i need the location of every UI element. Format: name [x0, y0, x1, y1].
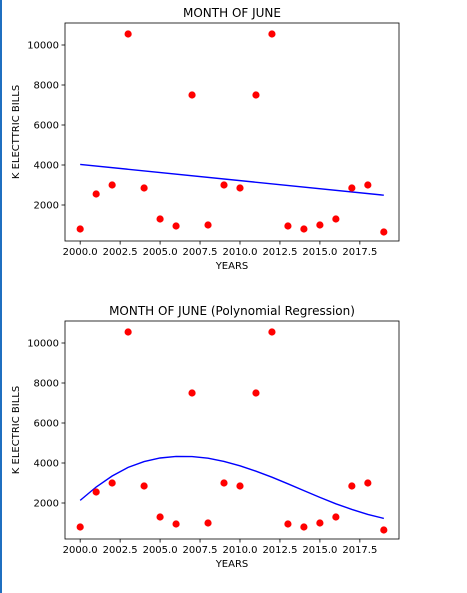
chart2-x-tick-label: 2010.0: [222, 545, 257, 556]
chart1-title: MONTH OF JUNE: [183, 6, 281, 20]
chart1-y-axis-label: K ELECTTRIC BILLS: [11, 85, 22, 179]
chart2-data-point: [332, 513, 340, 521]
chart2-x-tick-label: 2000.0: [63, 545, 98, 556]
chart1-y-tick-label: 4000: [34, 161, 59, 172]
chart1-data-point: [380, 228, 388, 236]
chart2-x-tick-label: 2017.5: [342, 545, 377, 556]
chart2-data-point: [236, 482, 244, 490]
chart1-x-axis-label: YEARS: [215, 261, 249, 272]
chart2-y-tick-label: 10000: [27, 339, 59, 350]
chart1-data-point: [140, 184, 148, 192]
chart1-regression-line: [80, 163, 384, 196]
chart2-group: MONTH OF JUNE (Polynomial Regression) 200…: [11, 304, 400, 570]
chart2-data-point: [316, 519, 324, 527]
chart2-data-point: [92, 488, 100, 496]
chart2-data-point: [348, 482, 356, 490]
chart2-y-tick-label: 8000: [34, 379, 59, 390]
chart1-data-point: [124, 30, 132, 38]
chart1-data-point: [188, 91, 196, 99]
chart2-data-point: [252, 389, 260, 397]
chart2-x-axis-label: YEARS: [215, 559, 249, 570]
chart1-data-point: [364, 181, 372, 189]
chart1-data-point: [156, 215, 164, 223]
chart2-x-tick-label: 2007.5: [183, 545, 218, 556]
chart1-x-tick-label: 2015.0: [302, 247, 337, 258]
chart2-y-axis-label: K ELECTRIC BILLS: [11, 386, 22, 474]
chart2-x-tick-label: 2012.5: [262, 545, 297, 556]
chart2-data-point: [300, 523, 308, 531]
chart1-data-point: [268, 30, 276, 38]
chart1-data-point: [108, 181, 116, 189]
chart2-data-point: [204, 519, 212, 527]
chart1-x-tick-label: 2010.0: [222, 247, 257, 258]
chart1-data-point: [204, 221, 212, 229]
chart2-plot-frame: [64, 320, 400, 540]
chart2-x-tick-label: 2005.0: [143, 545, 178, 556]
chart1-y-tick-label: 6000: [34, 121, 59, 132]
chart2-data-point: [76, 523, 84, 531]
chart1-plot-frame: [64, 22, 400, 242]
chart1-y-tick-label: 8000: [34, 81, 59, 92]
chart2-y-tick-label: 2000: [34, 499, 59, 510]
chart1-y-tick-label: 10000: [27, 41, 59, 52]
chart1-x-tick-label: 2017.5: [342, 247, 377, 258]
chart1-y-tick-label: 2000: [34, 201, 59, 212]
chart1-data-point: [300, 225, 308, 233]
chart1-data-point: [316, 221, 324, 229]
chart2-data-point: [284, 520, 292, 528]
chart2-data-point: [124, 328, 132, 336]
chart1-data-point: [332, 215, 340, 223]
chart1-data-point: [76, 225, 84, 233]
chart2-polynomial-curve: [79, 455, 384, 520]
chart2-data-point: [156, 513, 164, 521]
chart2-x-tick-label: 2015.0: [302, 545, 337, 556]
chart2-data-point: [380, 526, 388, 534]
chart2-data-point: [172, 520, 180, 528]
chart2-data-point: [364, 479, 372, 487]
chart1-x-tick-label: 2005.0: [143, 247, 178, 258]
chart2-data-point: [188, 389, 196, 397]
chart2-y-tick-label: 4000: [34, 459, 59, 470]
chart2-y-tick-label: 6000: [34, 419, 59, 430]
chart1-group: MONTH OF JUNE 2000.0 2002.5 2005.0 2007.5 201…: [11, 6, 400, 272]
chart1-x-tick-label: 2007.5: [183, 247, 218, 258]
chart1-data-point: [92, 190, 100, 198]
chart2-x-tick-label: 2002.5: [103, 545, 138, 556]
chart1-data-point: [348, 184, 356, 192]
chart2-data-point: [220, 479, 228, 487]
chart1-x-tick-label: 2002.5: [103, 247, 138, 258]
chart1-data-point: [236, 184, 244, 192]
chart2-data-point: [140, 482, 148, 490]
chart2-title: MONTH OF JUNE (Polynomial Regression): [109, 304, 355, 318]
chart1-data-point: [172, 222, 180, 230]
chart1-x-tick-label: 2012.5: [262, 247, 297, 258]
chart2-data-point: [108, 479, 116, 487]
left-border: [0, 0, 2, 593]
chart1-data-point: [284, 222, 292, 230]
chart1-data-point: [252, 91, 260, 99]
chart2-data-point: [268, 328, 276, 336]
chart1-x-tick-label: 2000.0: [63, 247, 98, 258]
chart1-data-point: [220, 181, 228, 189]
